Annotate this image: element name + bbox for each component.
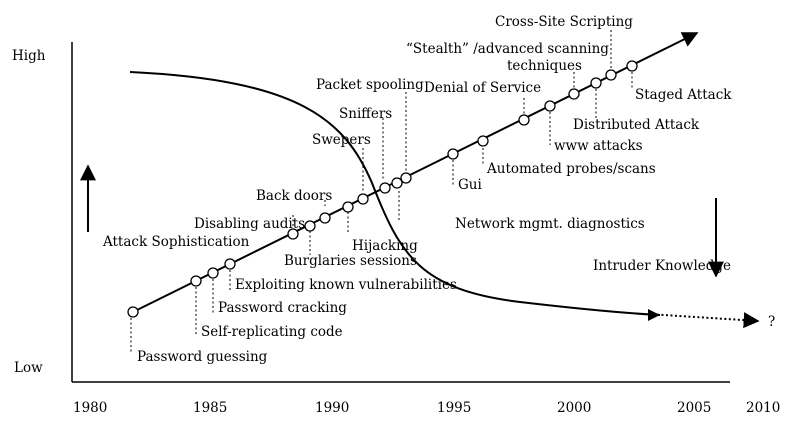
x-tick-2005: 2005 [677,400,711,416]
leader-lines [130,30,633,352]
label-password-cracking: Password cracking [218,300,347,316]
x-tick-2000: 2000 [557,400,591,416]
x-tick-1985: 1985 [193,400,227,416]
node-back-doors [319,212,331,224]
node-burglaries-sessions [304,220,316,232]
node-password-cracking [207,267,219,279]
node-distributed-attack [590,77,602,89]
label-disabling-audits: Disabling audits [194,216,305,232]
node-swepers [357,193,369,205]
node-packet-spooling [400,172,412,184]
label-stealth-scanning-line1: “Stealth” /advanced scanning [406,41,609,57]
intruder-knowledge-arrowhead [648,309,660,321]
node-sniffers [379,182,391,194]
intruder-knowledge-future-line [647,312,760,329]
node-denial-of-service [518,114,530,126]
label-hijacking: Hijacking [352,238,418,254]
node-cross-site-scripting [605,69,617,81]
node-www-attacks [544,100,556,112]
node-disabling-audits [287,228,299,240]
node-hijacking [342,201,354,213]
node-network-mgmt-diagnostics [391,177,403,189]
label-burglaries-sessions: Burglaries sessions [284,253,417,269]
node-automated-probes [477,135,489,147]
label-network-mgmt-diagnostics: Network mgmt. diagnostics [455,216,645,232]
intruder-knowledge-label: Intruder Knowledge [593,258,731,274]
label-password-guessing: Password guessing [137,349,268,365]
x-tick-1980: 1980 [73,400,107,416]
node-exploiting-known-vulnerabilities [224,258,236,270]
label-gui: Gui [458,177,482,193]
label-automated-probes: Automated probes/scans [486,161,656,177]
label-exploiting-known-vulnerabilities: Exploiting known vulnerabilities [235,277,457,293]
node-staged-attack [626,60,638,72]
milestone-nodes [127,60,638,318]
label-swepers: Swepers [312,132,371,148]
label-www-attacks: www attacks [554,138,643,154]
attack-sophistication-label: Attack Sophistication [102,234,250,250]
node-password-guessing [127,306,139,318]
label-back-doors: Back doors [256,188,332,204]
y-axis-high-label: High [12,48,46,64]
x-tick-2010: 2010 [746,400,780,416]
y-axis-low-label: Low [14,360,43,376]
label-packet-spooling: Packet spooling [316,77,424,93]
label-sniffers: Sniffers [339,106,392,122]
intruder-knowledge-curve [129,71,661,316]
label-cross-site-scripting: Cross-Site Scripting [495,14,633,30]
x-tick-1995: 1995 [437,400,471,416]
x-tick-1990: 1990 [315,400,349,416]
node-gui [447,148,459,160]
label-denial-of-service: Denial of Service [424,80,541,96]
label-distributed-attack: Distributed Attack [573,117,700,133]
label-self-replicating-code: Self-replicating code [201,324,343,340]
label-staged-attack: Staged Attack [635,87,732,103]
node-self-replicating-code [190,275,202,287]
node-stealth-scanning [568,88,580,100]
future-question-mark: ? [768,314,775,330]
label-stealth-scanning-line2: techniques [507,58,582,74]
